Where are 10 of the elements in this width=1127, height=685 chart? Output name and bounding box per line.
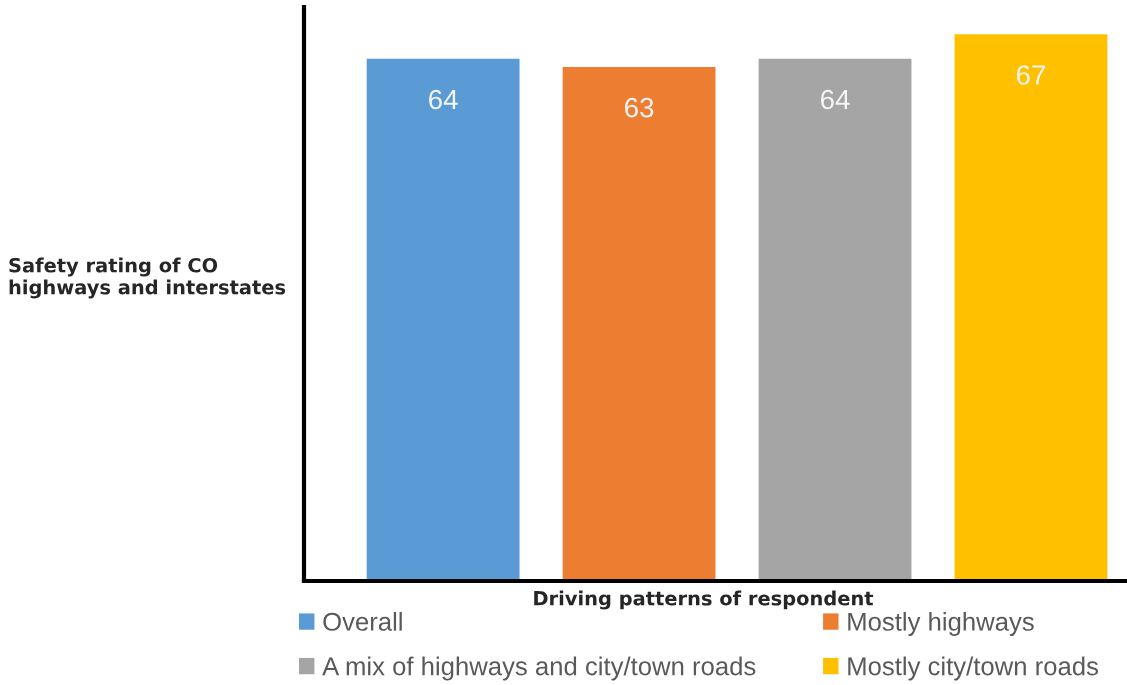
data-label: 67 xyxy=(1016,65,1046,85)
legend-label: A mix of highways and city/town roads xyxy=(322,656,756,681)
data-label: 63 xyxy=(625,97,654,118)
legend-label: Mostly highways xyxy=(848,612,1034,636)
data-label: 64 xyxy=(820,89,850,110)
legend-label: Mostly city/town roads xyxy=(848,656,1099,681)
x-axis-title: Driving patterns of respondent xyxy=(534,590,874,610)
data-label: 64 xyxy=(429,89,458,110)
legend-label: Overall xyxy=(323,612,402,631)
y-axis-title: Safety rating of CO highways and interstates xyxy=(9,257,286,299)
